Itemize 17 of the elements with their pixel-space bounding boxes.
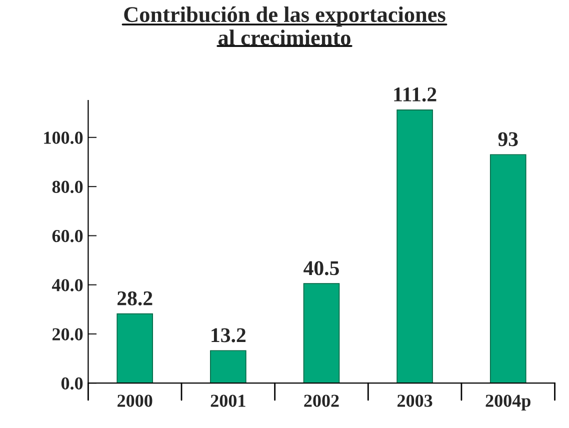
x-tick-label: 2002 bbox=[304, 394, 339, 407]
x-tick-label: 2001 bbox=[210, 394, 246, 407]
y-tick-label: 100.0 bbox=[44, 132, 83, 144]
y-tick-label: 20.0 bbox=[52, 328, 83, 340]
x-tick-label: 2000 bbox=[118, 394, 152, 407]
y-tick-label: 60.0 bbox=[52, 230, 83, 242]
data-label: 13.2 bbox=[212, 328, 246, 342]
y-tick-label: 40.0 bbox=[52, 279, 83, 292]
y-tick-label: 80.0 bbox=[52, 180, 83, 194]
x-tick-label: 2004p bbox=[486, 394, 530, 411]
y-tick-label: 0.0 bbox=[61, 377, 83, 390]
data-label: 28.2 bbox=[118, 291, 152, 306]
x-tick-label: 2003 bbox=[398, 394, 432, 407]
chart-title: Contribución de las exportaciones al crecimiento bbox=[124, 6, 446, 46]
data-label: 93 bbox=[498, 132, 518, 146]
data-label: 40.5 bbox=[304, 261, 339, 276]
data-label: 111.2 bbox=[394, 88, 436, 102]
